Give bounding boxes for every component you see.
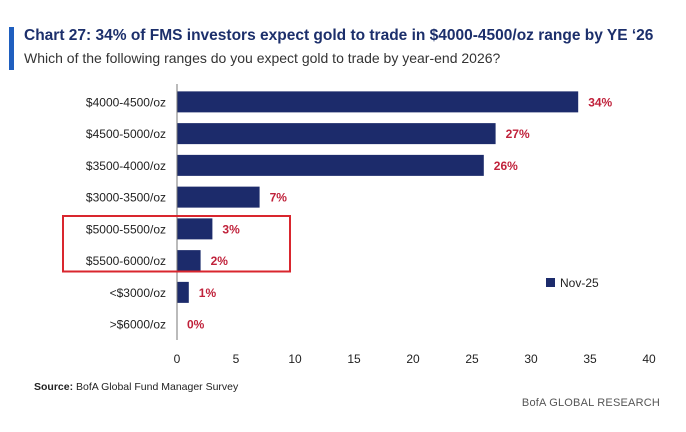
category-label: $3500-4000/oz (86, 159, 166, 173)
data-label: 1% (199, 286, 217, 300)
category-label: $5000-5500/oz (86, 222, 166, 236)
category-label: $5500-6000/oz (86, 254, 166, 268)
bar (177, 186, 260, 208)
source-label: Source: (34, 381, 74, 393)
legend-swatch (546, 278, 555, 287)
title-accent-bar (9, 27, 14, 70)
source-note: Source: BofA Global Fund Manager Survey (34, 381, 238, 393)
data-label: 2% (211, 254, 229, 268)
x-tick-label: 0 (174, 352, 181, 366)
brand-logo-text: BofA GLOBAL RESEARCH (521, 397, 660, 409)
data-label: 27% (506, 127, 530, 141)
category-label: <$3000/oz (110, 286, 166, 300)
x-tick-label: 15 (347, 352, 361, 366)
category-label: $4500-5000/oz (86, 127, 166, 141)
bar (177, 91, 579, 113)
bar (177, 154, 484, 176)
bar (177, 281, 189, 303)
x-tick-label: 35 (583, 352, 597, 366)
data-label: 0% (187, 318, 205, 332)
data-label: 3% (222, 222, 240, 236)
data-label: 7% (270, 191, 288, 205)
x-tick-label: 5 (233, 352, 240, 366)
category-label: $4000-4500/oz (86, 95, 166, 109)
chart-subtitle: Which of the following ranges do you exp… (24, 50, 501, 66)
category-label: $3000-3500/oz (86, 191, 166, 205)
x-tick-label: 30 (524, 352, 538, 366)
x-tick-label: 20 (406, 352, 420, 366)
highlight-box (62, 215, 291, 273)
data-label: 34% (588, 95, 612, 109)
bar (177, 123, 496, 145)
x-tick-label: 25 (465, 352, 479, 366)
chart-title: Chart 27: 34% of FMS investors expect go… (24, 27, 654, 44)
x-tick-label: 40 (642, 352, 656, 366)
bar (177, 218, 213, 240)
legend-label: Nov-25 (560, 276, 599, 290)
bar (177, 250, 201, 272)
category-label: >$6000/oz (110, 318, 166, 332)
data-label: 26% (494, 159, 518, 173)
x-tick-label: 10 (288, 352, 302, 366)
source-text: BofA Global Fund Manager Survey (73, 381, 239, 393)
